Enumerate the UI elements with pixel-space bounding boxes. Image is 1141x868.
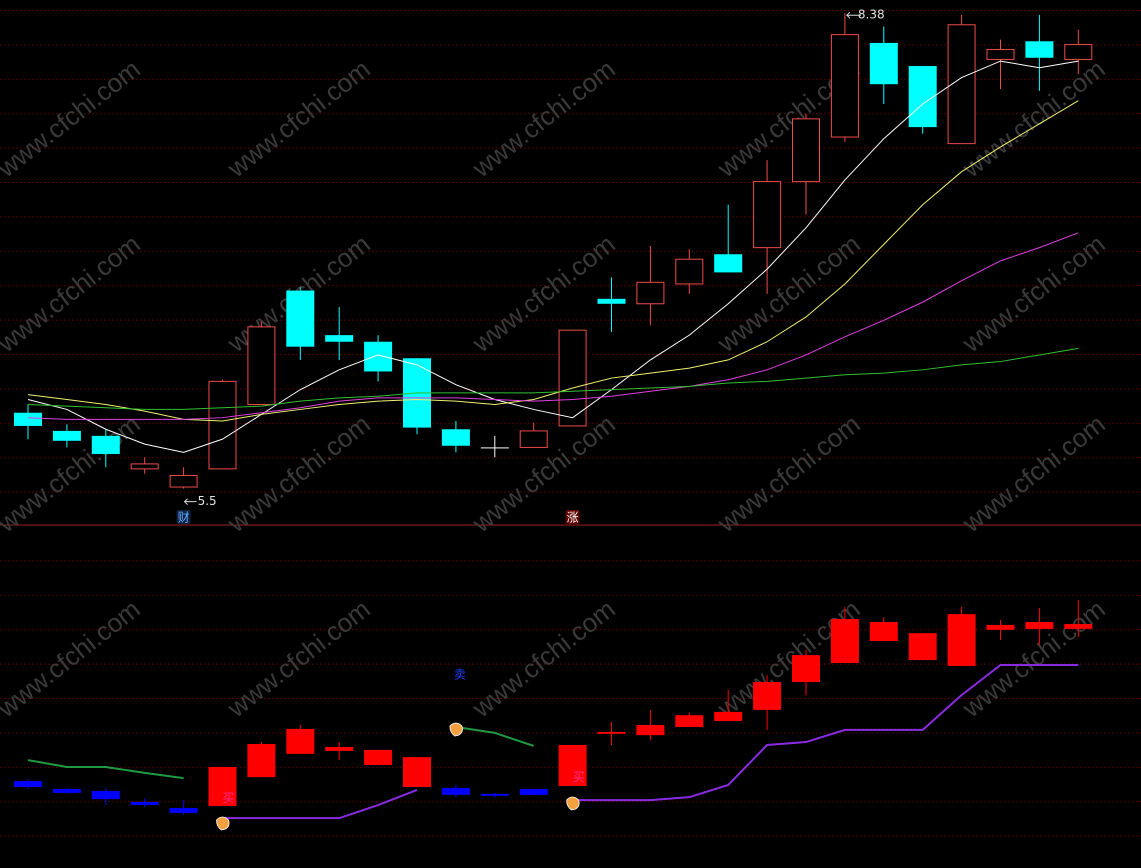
signal-label: 卖: [454, 668, 466, 682]
high-label: 8.38: [858, 8, 885, 22]
candle-body: [403, 757, 431, 787]
candle-body: [364, 341, 393, 372]
candle-body: [986, 624, 1015, 630]
candle-body: [14, 781, 42, 787]
candle-body: [519, 430, 548, 448]
candle-body: [441, 429, 470, 446]
marker-label: 涨: [567, 510, 579, 525]
line-series: [27, 759, 184, 780]
signal-icon: [449, 722, 463, 737]
marker-box: [176, 510, 191, 524]
low-label: 5.5: [198, 494, 217, 508]
signal-icon: [566, 796, 580, 811]
line-series: [222, 789, 418, 820]
candle-body: [714, 711, 743, 722]
candle-body: [130, 802, 159, 806]
candle-body: [169, 807, 198, 813]
candle-body: [597, 298, 626, 304]
line-series: [455, 725, 535, 747]
candle-body: [675, 258, 704, 285]
candle-body: [480, 447, 509, 449]
candle-body: [869, 622, 898, 642]
candle-body: [364, 749, 393, 766]
candle-body: [792, 655, 820, 683]
candle-body: [869, 42, 898, 85]
signal-label: 买: [222, 791, 234, 805]
marker-box: [565, 510, 580, 524]
candle-body: [325, 746, 354, 751]
candle-body: [753, 682, 782, 710]
candle-body: [636, 281, 665, 305]
candle-body: [325, 335, 354, 342]
candle-body: [792, 118, 820, 183]
candle-body: [52, 430, 81, 441]
line-series: [27, 232, 1079, 420]
candle-body: [1064, 623, 1093, 629]
candle-body: [753, 181, 782, 249]
candle-body: [908, 66, 937, 128]
signal-icon: [216, 816, 230, 831]
marker-label: 财: [178, 511, 190, 525]
plot-area: 财 涨 8.38 5.5 买 卖买: [14, 8, 1093, 831]
candle-body: [208, 766, 237, 807]
candle-body: [91, 790, 120, 800]
candle-body: [91, 435, 120, 455]
candles: [14, 13, 1093, 489]
line-series: [572, 663, 1079, 802]
candle-body: [247, 744, 276, 778]
candles: [14, 600, 1093, 815]
candle-body: [480, 793, 509, 796]
candle-body: [286, 290, 315, 347]
candle-body: [169, 474, 198, 488]
candle-body: [597, 731, 626, 734]
candle-body: [1025, 41, 1054, 58]
candle-body: [636, 724, 665, 736]
line-series: [27, 60, 1079, 453]
candle-body: [675, 715, 704, 727]
candle-body: [558, 745, 587, 786]
candle-body: [558, 329, 587, 427]
candle-body: [519, 788, 548, 795]
candle-body: [830, 34, 859, 138]
candle-body: [247, 326, 276, 405]
candle-body: [441, 787, 470, 795]
signal-label: 买: [573, 770, 585, 784]
line-series: [27, 100, 1079, 422]
candle-body: [52, 788, 81, 793]
candle-body: [130, 463, 159, 470]
candle-body: [1064, 44, 1093, 60]
candle-body: [286, 728, 315, 754]
candle-body: [1025, 622, 1054, 629]
candle-body: [208, 380, 237, 470]
candle-body: [908, 633, 937, 661]
extreme-arrow: [846, 11, 861, 19]
candle-body: [830, 619, 859, 663]
line-series: [27, 347, 1079, 410]
candle-body: [986, 49, 1015, 60]
candle-body: [947, 614, 976, 666]
extreme-arrow: [183, 498, 197, 506]
candle-body: [714, 254, 743, 273]
candle-body: [14, 412, 42, 426]
